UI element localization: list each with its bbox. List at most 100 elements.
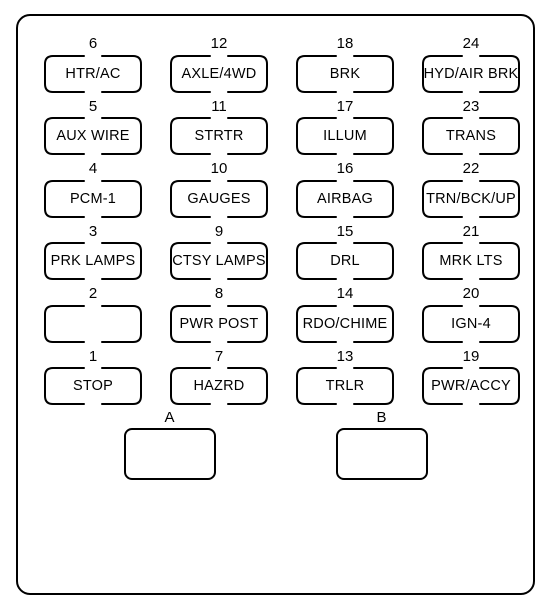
fuse-label: TRN/BCK/UP <box>426 191 516 207</box>
fuse-cell: 3 PRK LAMPS <box>44 224 142 281</box>
fuse-cell: 6 HTR/AC <box>44 36 142 93</box>
fuse-slot: PWR POST <box>170 305 268 343</box>
fuse-cell: 14 RDO/CHIME <box>296 286 394 343</box>
fuse-cell: 9 CTSY LAMPS <box>170 224 268 281</box>
fuse-number: 20 <box>463 286 480 303</box>
fuse-number: 15 <box>337 224 354 241</box>
fuse-slot: PCM-1 <box>44 180 142 218</box>
fuse-slot: AIRBAG <box>296 180 394 218</box>
fuse-slot: DRL <box>296 242 394 280</box>
fuse-slot: TRANS <box>422 117 520 155</box>
fuse-number: 18 <box>337 36 354 53</box>
fuse-label: IGN-4 <box>451 316 491 332</box>
fuse-cell: 12 AXLE/4WD <box>170 36 268 93</box>
fuse-cell: 24 HYD/AIR BRK <box>422 36 520 93</box>
fuse-number: 21 <box>463 224 480 241</box>
fuse-label: DRL <box>330 253 360 269</box>
fuse-slot: STRTR <box>170 117 268 155</box>
fuse-cell: 8 PWR POST <box>170 286 268 343</box>
fuse-label: BRK <box>330 66 360 82</box>
fuse-label: AIRBAG <box>317 191 373 207</box>
fuse-slot: CTSY LAMPS <box>170 242 268 280</box>
fuse-cell: 13 TRLR <box>296 349 394 406</box>
fuse-number: 13 <box>337 349 354 366</box>
fuse-number: 9 <box>215 224 223 241</box>
fuse-slot: ILLUM <box>296 117 394 155</box>
fuse-slot: RDO/CHIME <box>296 305 394 343</box>
fuse-cell: 17 ILLUM <box>296 99 394 156</box>
fuse-slot: TRN/BCK/UP <box>422 180 520 218</box>
fuse-cell: 19 PWR/ACCY <box>422 349 520 406</box>
fuse-slot: HAZRD <box>170 367 268 405</box>
fuse-label: HAZRD <box>194 378 245 394</box>
fuse-number: 4 <box>89 161 97 178</box>
fuse-label: HTR/AC <box>65 66 120 82</box>
fuse-cell: 23 TRANS <box>422 99 520 156</box>
fuse-cell: 21 MRK LTS <box>422 224 520 281</box>
fuse-number: 1 <box>89 349 97 366</box>
fuse-cell: 16 AIRBAG <box>296 161 394 218</box>
fuse-slot <box>44 305 142 343</box>
fuse-cell: 22 TRN/BCK/UP <box>422 161 520 218</box>
fuse-label: AUX WIRE <box>56 128 129 144</box>
fuse-number: 19 <box>463 349 480 366</box>
fuse-slot: MRK LTS <box>422 242 520 280</box>
fuse-label: PRK LAMPS <box>51 253 136 269</box>
fuse-slot: GAUGES <box>170 180 268 218</box>
fuse-cell: 15 DRL <box>296 224 394 281</box>
fuse-slot: IGN-4 <box>422 305 520 343</box>
fuse-number: 8 <box>215 286 223 303</box>
fuse-slot: PRK LAMPS <box>44 242 142 280</box>
fuse-grid: 6 HTR/AC12 AXLE/4WD18 BRK24 HYD/AIR BRK5… <box>20 18 531 405</box>
fuse-number: 11 <box>211 99 227 116</box>
fuse-label: RDO/CHIME <box>303 316 388 332</box>
fuse-slot: TRLR <box>296 367 394 405</box>
fuse-slot: AUX WIRE <box>44 117 142 155</box>
fuse-slot: BRK <box>296 55 394 93</box>
fuse-cell: 11 STRTR <box>170 99 268 156</box>
fuse-label: CTSY LAMPS <box>172 253 266 269</box>
relay-cell: B <box>336 409 428 480</box>
fuse-cell: 10 GAUGES <box>170 161 268 218</box>
fuse-label: PWR POST <box>180 316 259 332</box>
fuse-cell: 18 BRK <box>296 36 394 93</box>
fuse-label: GAUGES <box>187 191 250 207</box>
fuse-number: 24 <box>463 36 480 53</box>
fuse-label: AXLE/4WD <box>182 66 257 82</box>
fuse-number: 16 <box>337 161 354 178</box>
fuse-cell: 20 IGN-4 <box>422 286 520 343</box>
fuse-slot: AXLE/4WD <box>170 55 268 93</box>
fuse-number: 22 <box>463 161 480 178</box>
relay-slot <box>336 428 428 480</box>
fuse-number: 3 <box>89 224 97 241</box>
fuse-number: 6 <box>89 36 97 53</box>
fuse-label: STRTR <box>194 128 243 144</box>
fuse-label: TRANS <box>446 128 496 144</box>
fuse-cell: 1 STOP <box>44 349 142 406</box>
fuse-label: ILLUM <box>323 128 367 144</box>
fuse-cell: 7 HAZRD <box>170 349 268 406</box>
fuse-label: PWR/ACCY <box>431 378 511 394</box>
fuse-number: 5 <box>89 99 97 116</box>
fuse-number: 2 <box>89 286 97 303</box>
fuse-cell: 4 PCM-1 <box>44 161 142 218</box>
fuse-slot: HTR/AC <box>44 55 142 93</box>
relay-cell: A <box>124 409 216 480</box>
relay-row: AB <box>20 409 531 480</box>
fuse-number: 23 <box>463 99 480 116</box>
fuse-cell: 2 <box>44 286 142 343</box>
fuse-label: HYD/AIR BRK <box>424 66 519 82</box>
fuse-label: STOP <box>73 378 113 394</box>
fuse-label: MRK LTS <box>439 253 502 269</box>
fuse-label: TRLR <box>326 378 365 394</box>
fuse-number: 17 <box>337 99 354 116</box>
fuse-slot: STOP <box>44 367 142 405</box>
relay-letter: B <box>376 409 386 426</box>
fuse-number: 7 <box>215 349 223 366</box>
fuse-slot: PWR/ACCY <box>422 367 520 405</box>
fuse-number: 12 <box>211 36 228 53</box>
fuse-cell: 5 AUX WIRE <box>44 99 142 156</box>
relay-slot <box>124 428 216 480</box>
fuse-slot: HYD/AIR BRK <box>422 55 520 93</box>
relay-letter: A <box>164 409 174 426</box>
